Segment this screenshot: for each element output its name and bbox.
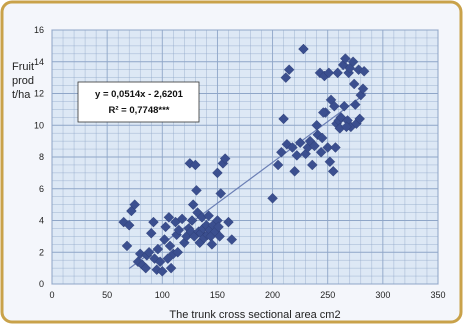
y-tick-label: 4 <box>39 216 44 226</box>
data-point <box>154 256 166 268</box>
data-point <box>298 43 309 55</box>
data-point <box>190 159 201 171</box>
data-point <box>340 53 351 64</box>
data-point <box>214 231 225 242</box>
data-point <box>341 121 352 133</box>
data-point <box>213 221 224 233</box>
data-point <box>315 146 327 158</box>
x-tick-label: 150 <box>210 290 225 300</box>
data-point <box>186 215 198 226</box>
data-point <box>164 240 176 252</box>
data-point <box>165 262 177 274</box>
x-tick-label: 200 <box>265 290 280 300</box>
data-point <box>172 246 184 258</box>
data-point <box>357 83 369 95</box>
data-point <box>143 246 155 258</box>
y-axis-label-line-1: Fruit <box>12 61 34 73</box>
data-point <box>276 146 287 158</box>
data-point <box>306 159 318 171</box>
y-axis-label-line-2: prod <box>12 75 34 87</box>
data-point <box>215 188 227 199</box>
data-point <box>291 150 303 161</box>
y-axis-label-line-3: t/ha <box>12 89 31 101</box>
data-point <box>123 219 135 231</box>
data-point <box>316 132 328 144</box>
data-point <box>212 167 223 179</box>
data-point <box>152 243 164 255</box>
data-point <box>159 234 170 245</box>
data-point <box>223 216 234 228</box>
data-point <box>324 156 336 168</box>
y-tick-label: 6 <box>39 184 44 194</box>
data-point <box>206 239 218 250</box>
x-tick-label: 100 <box>155 290 170 300</box>
data-point <box>191 185 202 196</box>
data-point <box>148 216 159 228</box>
data-point <box>332 67 343 79</box>
data-point <box>272 159 284 171</box>
x-tick-label: 300 <box>375 290 390 300</box>
data-point <box>283 64 295 75</box>
y-tick-label: 12 <box>34 89 44 99</box>
data-point <box>322 142 333 153</box>
x-tick-label: 350 <box>430 290 445 300</box>
data-point <box>173 224 185 236</box>
data-point <box>329 100 340 112</box>
y-tick-label: 16 <box>34 25 44 35</box>
data-point <box>121 240 133 252</box>
r-squared-text: R² = 0,7748*** <box>109 105 170 116</box>
y-tick-label: 0 <box>39 279 44 289</box>
data-point <box>358 65 370 77</box>
data-point <box>187 199 199 210</box>
data-point <box>140 262 152 274</box>
data-point <box>280 72 292 83</box>
data-point <box>338 100 350 112</box>
data-point <box>278 113 289 125</box>
y-tick-label: 14 <box>34 57 44 67</box>
data-point <box>287 142 298 153</box>
tick-labels: 0 50 100 150 200 250 300 350 0 2 4 6 8 10 12 14 16 <box>34 25 446 300</box>
y-tick-label: 8 <box>39 152 44 162</box>
data-point <box>289 166 300 177</box>
data-point <box>311 119 322 131</box>
data-point <box>354 113 365 125</box>
x-axis-label: The trunk cross sectional area cm2 <box>169 309 340 321</box>
equation-box <box>77 81 200 123</box>
data-point <box>323 67 335 79</box>
x-tick-label: 0 <box>49 290 54 300</box>
data-point <box>160 221 171 233</box>
data-point <box>348 78 360 90</box>
grid <box>51 29 439 285</box>
data-point <box>176 213 188 225</box>
data-point <box>267 192 278 204</box>
data-point <box>318 107 329 118</box>
data-point <box>219 153 231 164</box>
data-point <box>203 210 214 222</box>
data-point <box>129 199 140 210</box>
data-point <box>347 56 359 68</box>
data-point <box>350 99 361 110</box>
equation-text: y = 0,0514x - 2,6201 <box>95 89 184 100</box>
data-point <box>294 137 306 148</box>
data-point <box>163 212 175 223</box>
data-point <box>330 142 341 153</box>
y-tick-label: 10 <box>34 120 44 130</box>
data-point <box>327 166 339 177</box>
data-point <box>309 140 320 152</box>
x-tick-label: 50 <box>102 290 112 300</box>
x-tick-label: 250 <box>320 290 335 300</box>
y-tick-label: 2 <box>39 247 44 257</box>
data-points <box>118 43 370 277</box>
data-point <box>157 266 168 277</box>
data-point <box>145 227 157 239</box>
data-point <box>226 234 238 245</box>
